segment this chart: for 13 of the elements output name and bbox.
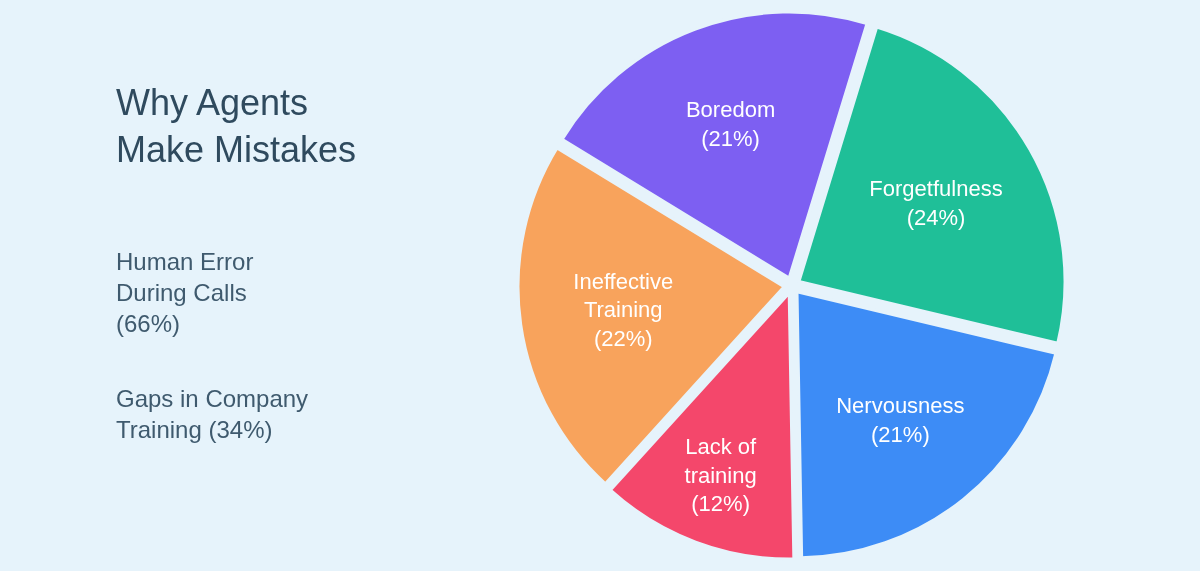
data-label: (12%)	[691, 491, 750, 517]
data-label: (24%)	[906, 204, 966, 230]
slice-label: Forgetfulness	[869, 176, 1003, 202]
data-label: (22%)	[593, 325, 653, 351]
slice-label: Lack of training	[684, 433, 757, 488]
slice-label: Boredom	[685, 97, 776, 123]
text: Why Agents Make Mistakes	[116, 82, 357, 170]
slice-label: Ineffective Training	[573, 268, 674, 323]
data-label: (21%)	[701, 125, 760, 151]
data-label: (21%)	[871, 422, 930, 448]
slice-label: Nervousness	[836, 393, 965, 419]
text: Gaps in Company Training (34%)	[116, 385, 309, 444]
text: Human Error During Calls (66%)	[116, 248, 254, 338]
